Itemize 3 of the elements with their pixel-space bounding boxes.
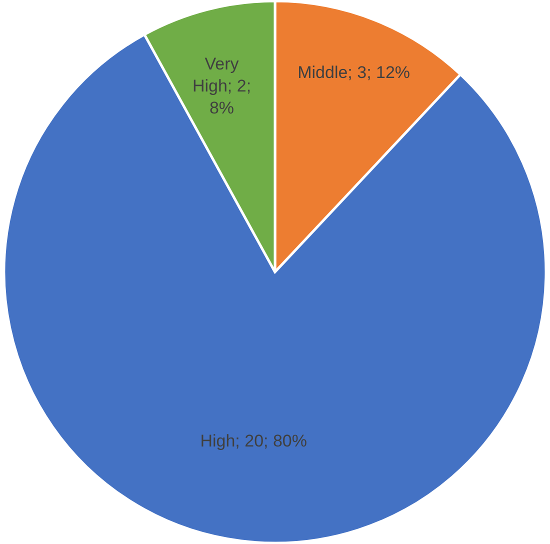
slice-label: High; 20; 80%	[200, 431, 307, 450]
slice-label: Very High; 2; 8%	[192, 54, 252, 118]
slice-label: Middle; 3; 12%	[298, 62, 410, 82]
